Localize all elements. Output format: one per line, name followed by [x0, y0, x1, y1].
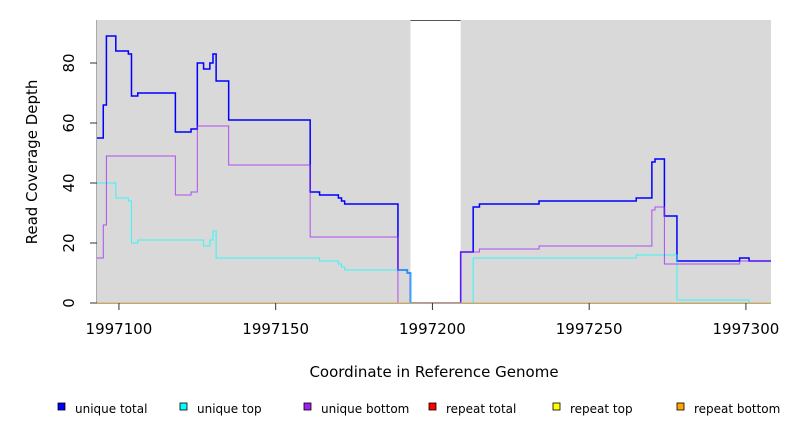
x-tick-label: 1997300 — [713, 320, 780, 338]
legend-swatch — [179, 402, 188, 411]
gap-region — [410, 21, 461, 303]
legend-swatch — [676, 402, 685, 411]
x-tick-label: 1997100 — [86, 320, 153, 338]
y-tick-label: 60 — [60, 113, 78, 132]
legend-label: unique total — [75, 402, 147, 416]
series-line-unique-top — [97, 182, 771, 304]
x-tick-label: 1997200 — [399, 320, 466, 338]
x-tick-label: 1997150 — [242, 320, 309, 338]
legend-label: repeat bottom — [694, 402, 780, 416]
y-tick-label: 40 — [60, 173, 78, 192]
legend: unique total unique top unique bottom repea… — [57, 402, 780, 416]
legend-label: repeat top — [570, 402, 633, 416]
legend-label: unique bottom — [321, 402, 409, 416]
y-axis-label: Read Coverage Depth — [23, 80, 41, 245]
y-tick-label: 0 — [60, 298, 78, 308]
legend-swatch — [303, 402, 312, 411]
x-tick-label: 1997250 — [556, 320, 623, 338]
legend-label: unique top — [197, 402, 262, 416]
x-axis-label: Coordinate in Reference Genome — [309, 363, 558, 381]
series-line-unique-bottom — [97, 125, 771, 304]
legend-swatch — [428, 402, 437, 411]
legend-swatch — [552, 402, 561, 411]
series-line-unique-total — [97, 35, 771, 304]
legend-label: repeat total — [446, 402, 516, 416]
legend-swatch — [57, 402, 66, 411]
y-tick-label: 20 — [60, 233, 78, 252]
y-tick-label: 80 — [60, 53, 78, 72]
